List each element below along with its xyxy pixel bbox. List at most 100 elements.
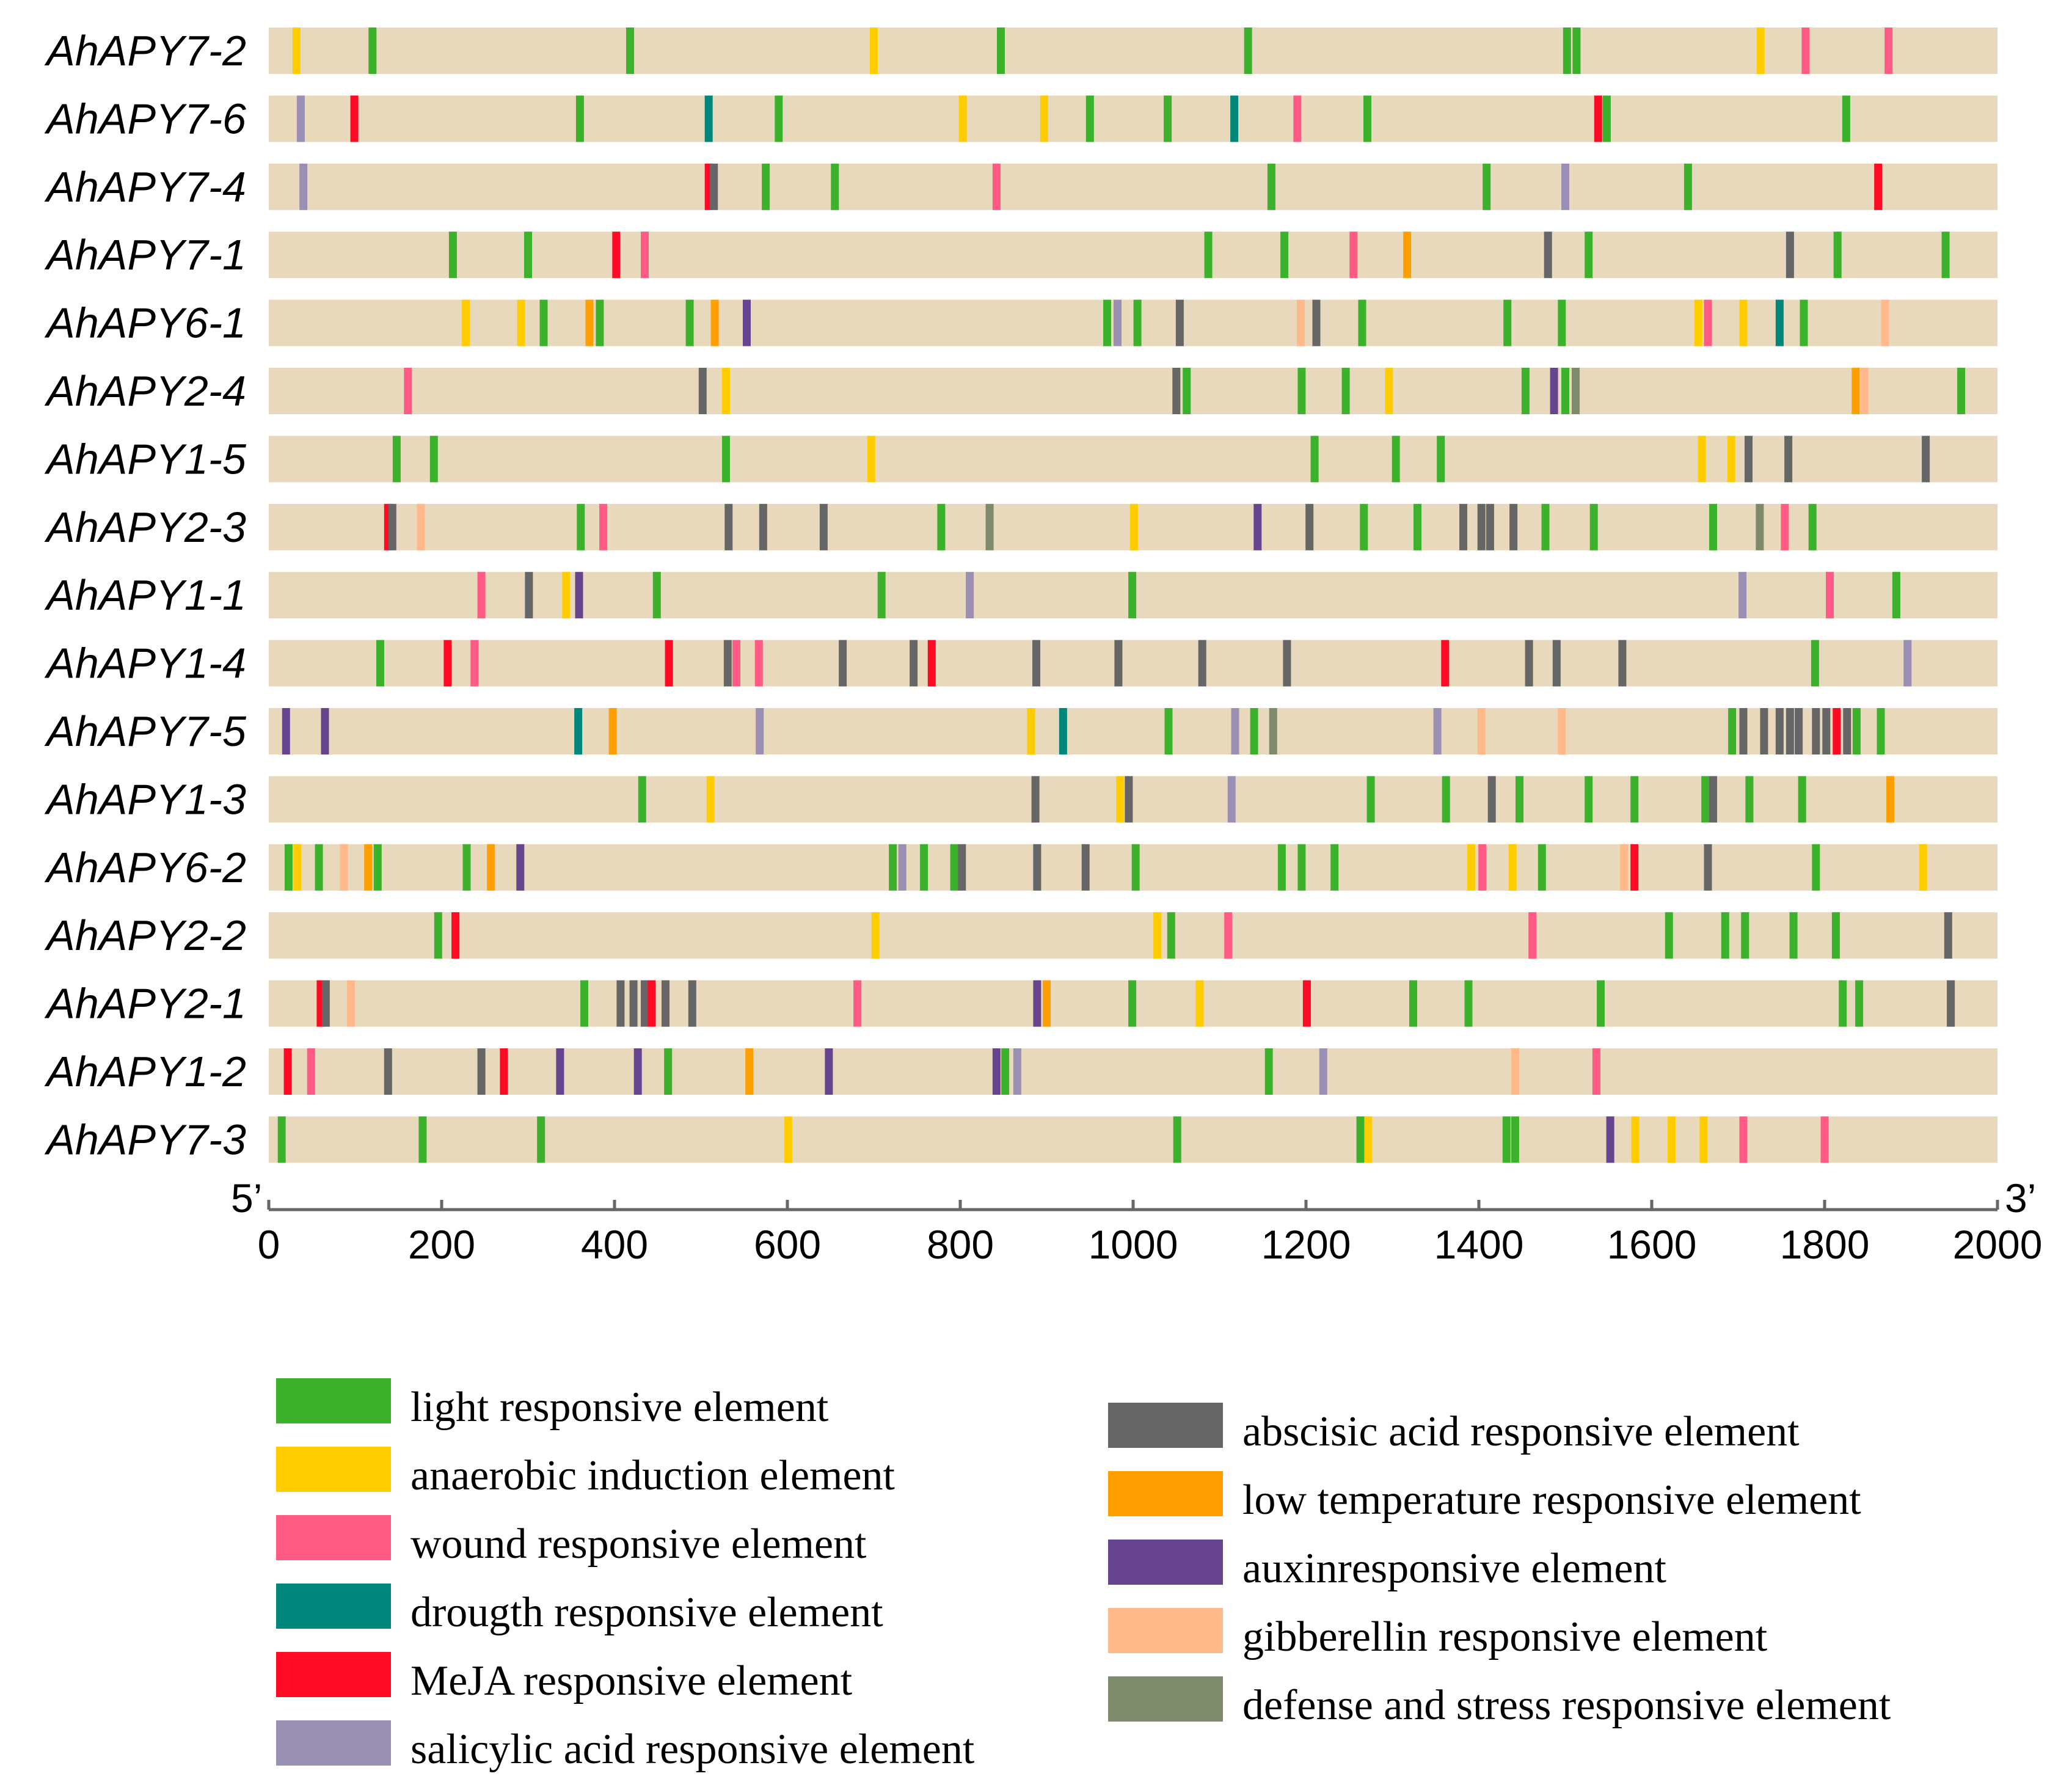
element-mark-light <box>376 640 384 687</box>
element-mark-light <box>1800 299 1808 346</box>
element-mark-anaerobic <box>1694 299 1702 346</box>
element-mark-aba <box>698 368 707 414</box>
element-mark-anaerobic <box>1129 503 1138 550</box>
element-mark-auxin <box>1606 1116 1614 1163</box>
element-mark-anaerobic <box>462 299 470 346</box>
element-mark-light <box>1356 1116 1365 1163</box>
element-mark-aba <box>1081 844 1090 891</box>
element-mark-wound <box>470 640 479 687</box>
gene-label: AhAPY7-6 <box>44 95 246 142</box>
element-mark-light <box>762 163 770 210</box>
element-mark-aba <box>1786 232 1794 279</box>
element-mark-aba <box>1704 844 1712 891</box>
element-mark-meja <box>1874 163 1883 210</box>
gene-row: AhAPY7-1 <box>44 231 1997 279</box>
element-mark-salicylic <box>296 95 305 142</box>
element-mark-light <box>1558 299 1566 346</box>
element-mark-lowtemp <box>487 844 495 891</box>
element-mark-light <box>1409 980 1417 1027</box>
element-mark-aba <box>1775 708 1784 754</box>
promoter-bar <box>269 163 1997 210</box>
element-mark-aba <box>819 503 828 550</box>
element-mark-gibberellin <box>346 980 355 1027</box>
element-mark-light <box>877 572 886 619</box>
element-mark-anaerobic <box>784 1116 792 1163</box>
gene-row: AhAPY7-3 <box>44 1116 1997 1163</box>
element-mark-light <box>1877 708 1885 754</box>
element-mark-aba <box>723 640 732 687</box>
element-mark-light <box>1131 844 1140 891</box>
element-mark-light <box>950 844 958 891</box>
element-mark-wound <box>1884 27 1893 74</box>
x-tick-label: 800 <box>927 1222 994 1267</box>
element-mark-meja <box>443 640 452 687</box>
element-mark-light <box>1264 1048 1273 1095</box>
element-mark-gibberellin <box>1558 708 1566 754</box>
element-mark-aba <box>629 980 638 1027</box>
element-mark-aba <box>388 503 396 550</box>
element-mark-light <box>1503 299 1512 346</box>
element-mark-light <box>1103 299 1111 346</box>
element-mark-aba <box>710 163 718 210</box>
element-mark-salicylic <box>1013 1048 1021 1095</box>
element-mark-anaerobic <box>722 368 730 414</box>
element-mark-light <box>1842 95 1850 142</box>
element-mark-anaerobic <box>517 299 525 346</box>
element-mark-light <box>1173 1116 1181 1163</box>
gene-label: AhAPY1-1 <box>44 571 246 619</box>
element-mark-aba <box>1745 436 1753 483</box>
element-mark-aba <box>616 980 625 1027</box>
element-mark-anaerobic <box>870 27 878 74</box>
element-mark-light <box>1392 436 1400 483</box>
element-mark-light <box>429 436 438 483</box>
gene-label: AhAPY1-2 <box>44 1048 246 1095</box>
element-mark-aba <box>1709 776 1717 823</box>
element-mark-light <box>1789 912 1798 959</box>
promoter-bar <box>269 1048 1997 1095</box>
element-mark-aba <box>1784 436 1793 483</box>
legend-item-light: light responsive element <box>276 1378 829 1431</box>
gene-label: AhAPY2-4 <box>44 367 246 415</box>
gene-row: AhAPY6-1 <box>44 299 1997 347</box>
legend-item-drought: drougth responsive element <box>276 1584 883 1636</box>
element-mark-drought <box>1775 299 1784 346</box>
x-tick-label: 1200 <box>1261 1222 1351 1267</box>
element-mark-auxin <box>556 1048 564 1095</box>
element-mark-anaerobic <box>1919 844 1927 891</box>
element-mark-lowtemp <box>1851 368 1860 414</box>
legend-swatch <box>276 1378 391 1423</box>
element-mark-light <box>580 980 588 1027</box>
element-mark-anaerobic <box>1153 912 1162 959</box>
element-mark-salicylic <box>1433 708 1442 754</box>
element-mark-light <box>1585 776 1593 823</box>
element-mark-wound <box>599 503 608 550</box>
gene-label: AhAPY2-2 <box>44 911 246 959</box>
element-mark-light <box>577 503 585 550</box>
element-mark-anaerobic <box>1756 27 1765 74</box>
element-mark-light <box>1709 503 1717 550</box>
legend-swatch <box>276 1720 391 1766</box>
element-mark-light <box>1852 708 1861 754</box>
element-mark-gibberellin <box>1297 299 1305 346</box>
element-mark-anaerobic <box>706 776 715 823</box>
legend-swatch <box>276 1584 391 1629</box>
element-mark-aba <box>1125 776 1133 823</box>
element-mark-light <box>1267 163 1275 210</box>
element-mark-light <box>285 844 293 891</box>
element-mark-light <box>1892 572 1900 619</box>
legend-label: wound responsive element <box>410 1521 867 1568</box>
element-mark-light <box>1831 912 1840 959</box>
element-mark-aba <box>1944 912 1952 959</box>
gene-label: AhAPY1-4 <box>44 640 246 687</box>
element-mark-light <box>1701 776 1710 823</box>
element-mark-aba <box>1033 844 1041 891</box>
element-mark-light <box>1360 503 1368 550</box>
gene-rows: AhAPY7-2 AhAPY7-6 AhAPY7-4 AhAPY7-1 AhAPY6-1… <box>44 27 1997 1163</box>
element-mark-aba <box>1172 368 1181 414</box>
element-mark-light <box>1683 163 1692 210</box>
element-mark-light <box>1001 1048 1010 1095</box>
gene-row: AhAPY1-4 <box>44 640 1997 687</box>
gene-label: AhAPY2-1 <box>44 980 246 1028</box>
element-mark-lowtemp <box>710 299 719 346</box>
element-mark-anaerobic <box>1631 1116 1640 1163</box>
